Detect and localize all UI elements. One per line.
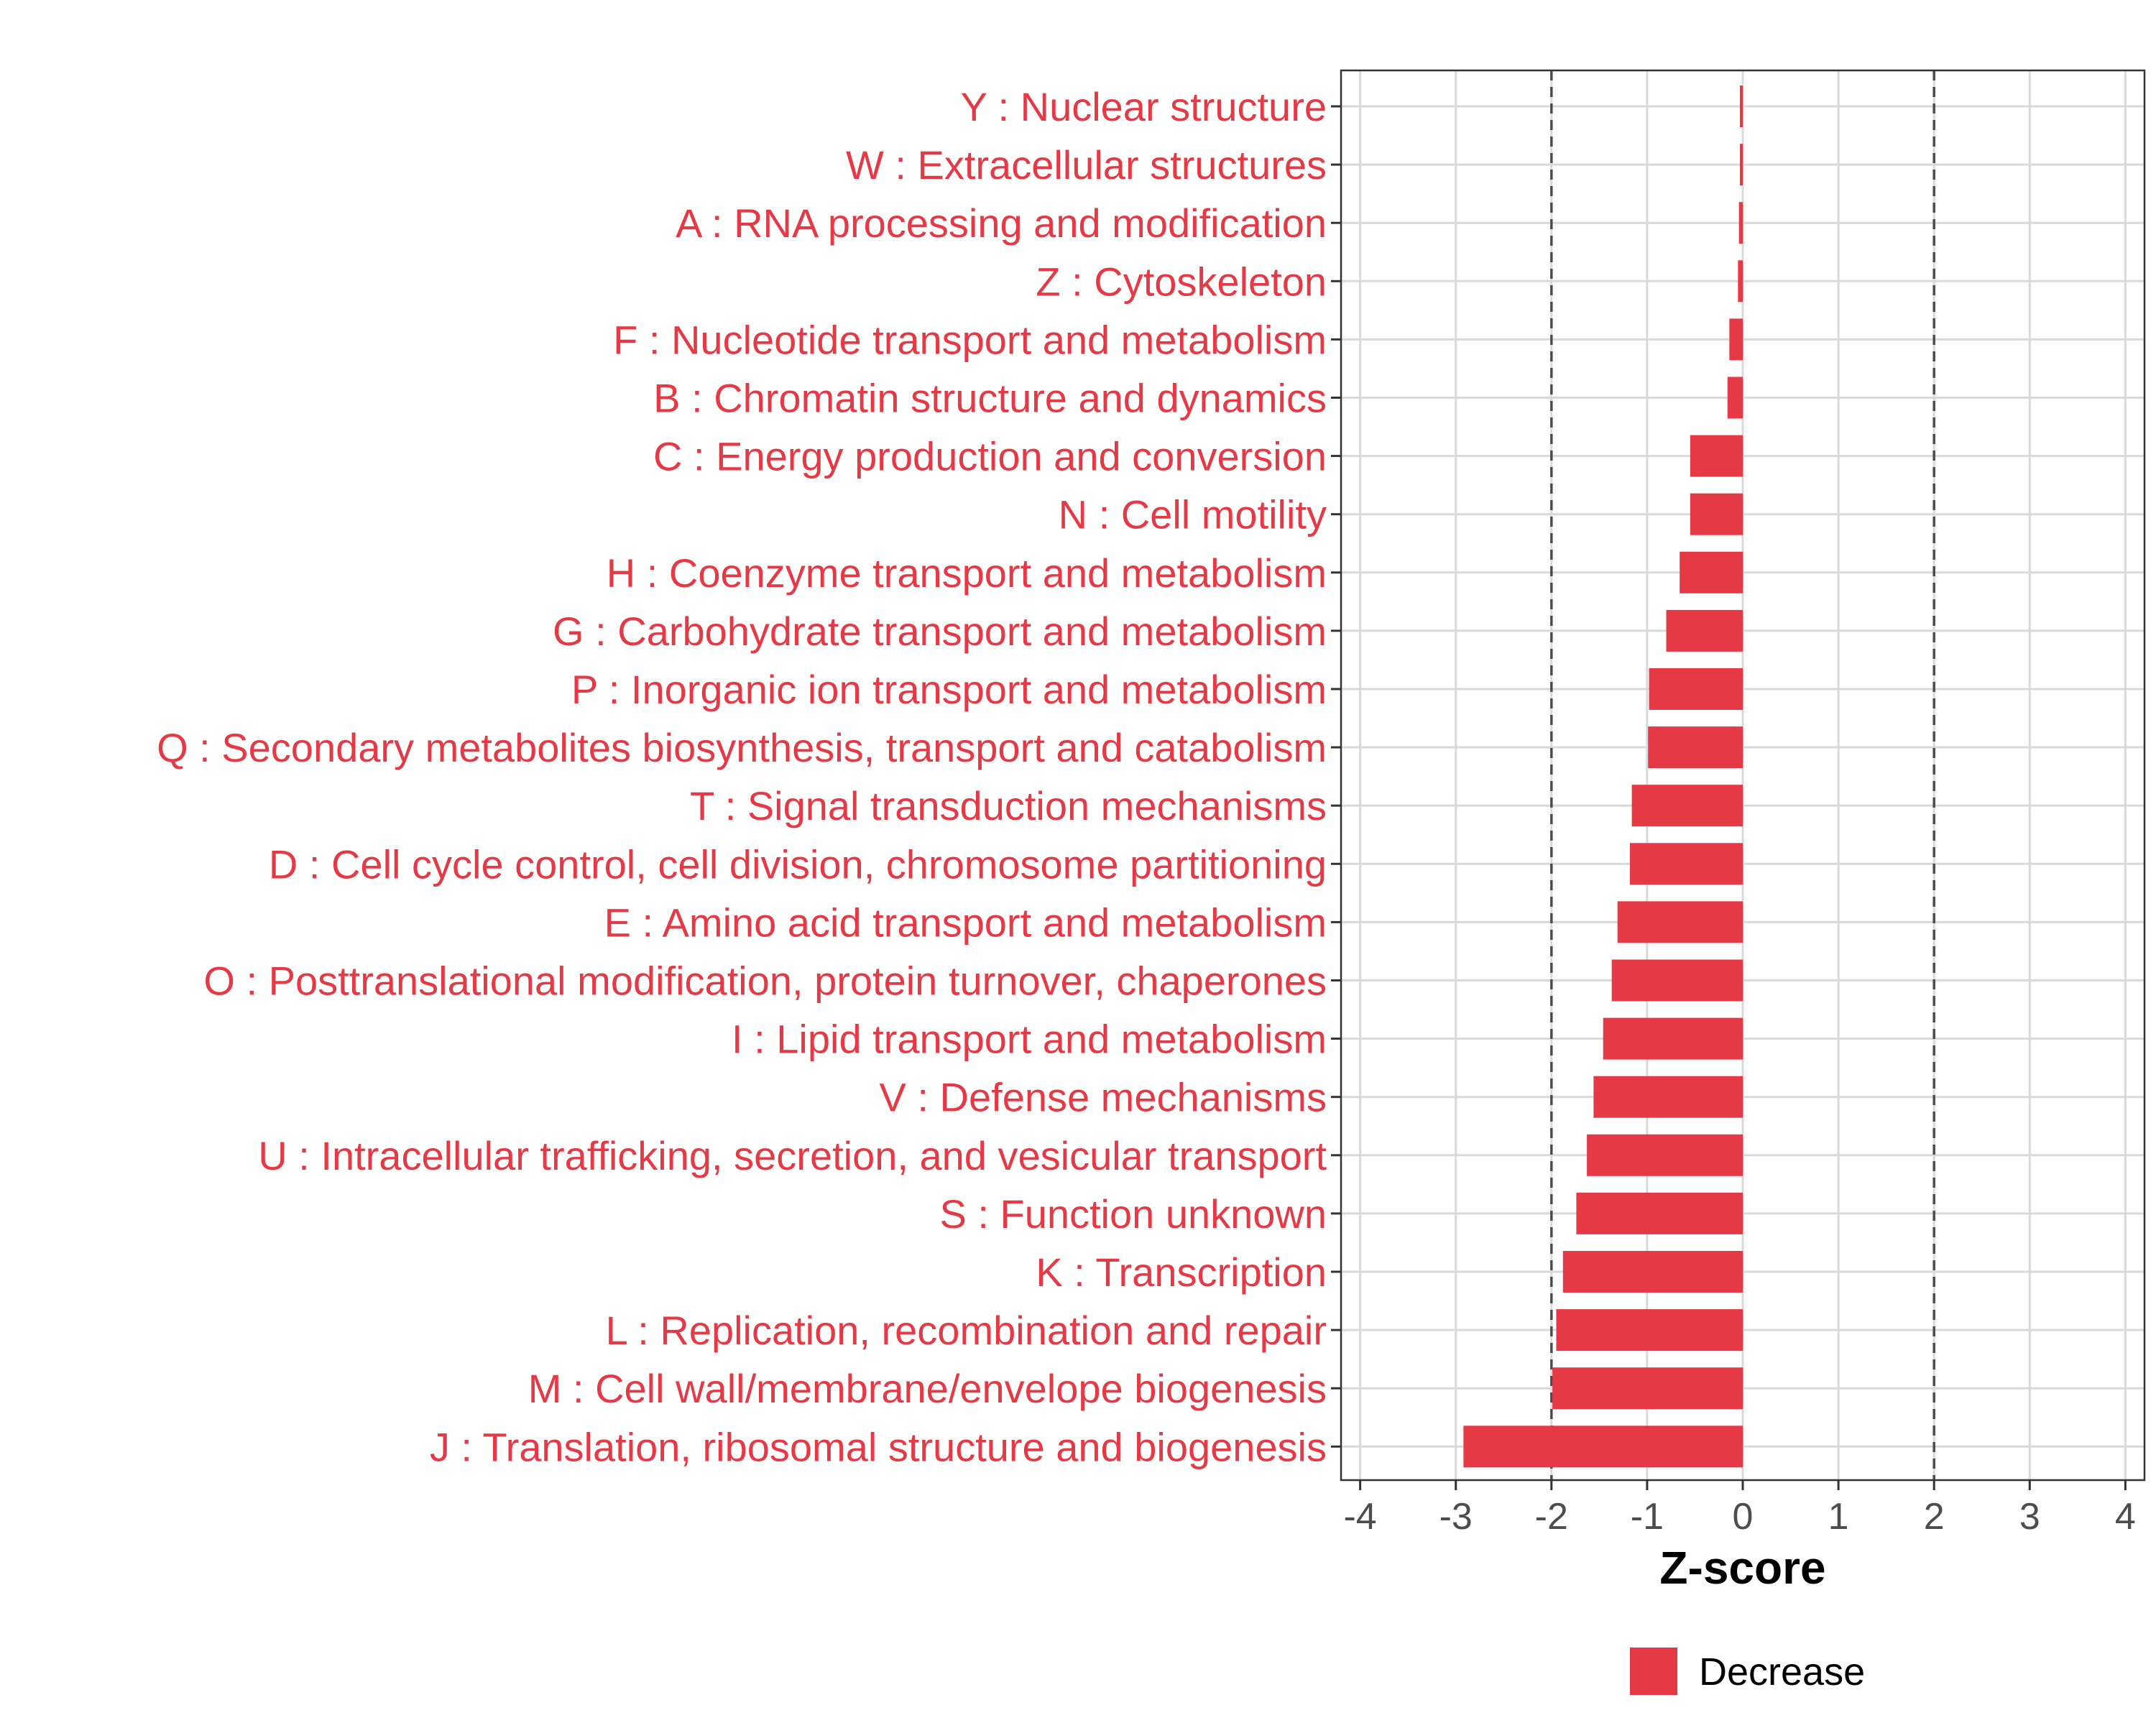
bar-3 <box>1738 260 1743 302</box>
x-axis-ticks: -4 -3 -2 -1 0 1 2 3 4 <box>1343 1480 2136 1538</box>
category-label-8: H : Coenzyme transport and metabolism <box>607 550 1327 596</box>
bar-14 <box>1617 901 1743 943</box>
x-tick-label-2: -2 <box>1535 1496 1568 1538</box>
bar-18 <box>1587 1134 1743 1176</box>
bars <box>1463 86 1743 1468</box>
category-label-10: P : Inorganic ion transport and metaboli… <box>571 667 1327 712</box>
category-label-6: C : Energy production and conversion <box>653 434 1327 479</box>
bar-10 <box>1649 668 1743 710</box>
category-label-0: Y : Nuclear structure <box>961 84 1327 129</box>
bar-7 <box>1690 493 1743 535</box>
category-label-9: G : Carbohydrate transport and metabolis… <box>553 609 1327 654</box>
category-label-11: Q : Secondary metabolites biosynthesis, … <box>157 725 1327 770</box>
category-label-7: N : Cell motility <box>1059 492 1327 537</box>
legend: Decrease <box>1630 1648 1865 1695</box>
bar-8 <box>1680 551 1743 593</box>
bar-11 <box>1648 726 1743 769</box>
category-label-12: T : Signal transduction mechanisms <box>690 783 1327 828</box>
category-label-2: A : RNA processing and modification <box>676 200 1327 246</box>
bar-4 <box>1729 318 1743 361</box>
legend-label-decrease: Decrease <box>1699 1650 1865 1694</box>
bar-6 <box>1690 435 1743 477</box>
bar-19 <box>1576 1192 1743 1234</box>
category-label-1: W : Extracellular structures <box>846 142 1327 188</box>
category-label-19: S : Function unknown <box>939 1191 1327 1237</box>
bar-2 <box>1738 202 1743 244</box>
x-tick-label-3: -1 <box>1631 1496 1664 1538</box>
bar-23 <box>1463 1426 1743 1468</box>
category-label-22: M : Cell wall/membrane/envelope biogenes… <box>528 1366 1327 1411</box>
bar-1 <box>1740 144 1743 186</box>
x-tick-label-4: 0 <box>1733 1496 1754 1538</box>
bar-15 <box>1611 959 1743 1002</box>
bar-17 <box>1593 1076 1743 1118</box>
bar-20 <box>1562 1251 1743 1293</box>
bar-21 <box>1556 1309 1743 1352</box>
bar-12 <box>1631 785 1743 827</box>
x-tick-label-1: -3 <box>1439 1496 1473 1538</box>
x-tick-label-0: -4 <box>1343 1496 1376 1538</box>
category-label-17: V : Defense mechanisms <box>880 1075 1327 1120</box>
bar-5 <box>1727 376 1743 419</box>
category-label-15: O : Posttranslational modification, prot… <box>203 958 1327 1004</box>
x-tick-label-5: 1 <box>1828 1496 1849 1538</box>
category-label-21: L : Replication, recombination and repai… <box>606 1308 1327 1353</box>
category-label-4: F : Nucleotide transport and metabolism <box>613 317 1327 362</box>
x-axis-title: Z-score <box>1659 1542 1825 1594</box>
bar-0 <box>1740 86 1743 127</box>
bar-22 <box>1552 1367 1743 1410</box>
category-label-5: B : Chromatin structure and dynamics <box>653 376 1327 421</box>
x-tick-label-8: 4 <box>2115 1496 2136 1538</box>
category-label-23: J : Translation, ribosomal structure and… <box>430 1424 1327 1469</box>
x-tick-label-7: 3 <box>2019 1496 2040 1538</box>
bar-9 <box>1666 609 1743 652</box>
category-label-18: U : Intracellular trafficking, secretion… <box>258 1133 1327 1178</box>
y-axis-ticks: Y : Nuclear structure W : Extracellular s… <box>157 84 1341 1469</box>
category-label-16: I : Lipid transport and metabolism <box>732 1017 1327 1062</box>
category-label-20: K : Transcription <box>1036 1249 1327 1295</box>
bar-16 <box>1603 1017 1743 1060</box>
legend-swatch-decrease <box>1630 1648 1677 1695</box>
x-tick-label-6: 2 <box>1924 1496 1945 1538</box>
category-label-14: E : Amino acid transport and metabolism <box>604 900 1327 945</box>
category-label-3: Z : Cytoskeleton <box>1036 259 1327 304</box>
reference-lines <box>1550 70 1935 1480</box>
category-label-13: D : Cell cycle control, cell division, c… <box>269 841 1327 887</box>
bar-13 <box>1629 843 1743 885</box>
